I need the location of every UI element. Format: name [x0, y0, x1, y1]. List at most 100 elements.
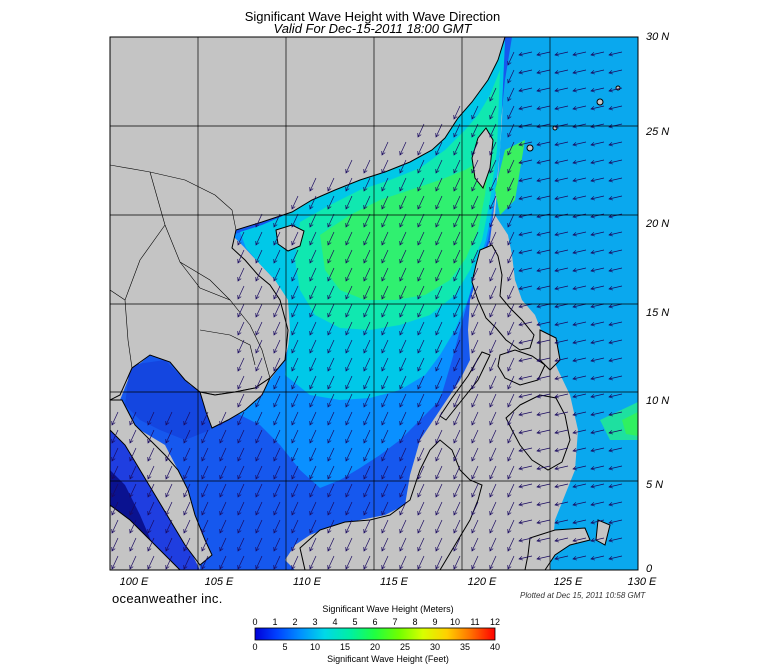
wave-direction-arrow	[309, 339, 317, 354]
wave-direction-arrow	[453, 447, 461, 462]
wave-direction-arrow	[273, 321, 281, 336]
wave-direction-arrow	[590, 69, 605, 75]
wave-direction-arrow	[291, 501, 299, 516]
wave-direction-arrow	[572, 393, 587, 399]
wave-direction-arrow	[219, 483, 227, 498]
wave-direction-arrow	[345, 483, 353, 498]
wave-direction-arrow	[363, 303, 371, 318]
wave-direction-arrow	[399, 519, 407, 534]
colorbar-meter-label: 7	[392, 617, 398, 627]
wave-direction-arrow	[381, 339, 389, 354]
wave-direction-arrow	[536, 249, 551, 255]
wave-direction-arrow	[572, 501, 587, 507]
wave-direction-arrow	[309, 303, 317, 318]
wave-direction-arrow	[183, 537, 191, 552]
wave-direction-arrow	[572, 303, 587, 309]
wave-direction-arrow	[608, 159, 623, 165]
wave-direction-arrow	[417, 159, 425, 174]
wave-direction-arrow	[327, 321, 335, 336]
wave-direction-arrow	[435, 339, 443, 354]
wave-direction-arrow	[572, 177, 587, 183]
wave-direction-arrow	[489, 87, 497, 102]
wave-direction-arrow	[554, 105, 569, 111]
wave-direction-arrow	[435, 249, 443, 264]
wave-direction-arrow	[417, 501, 425, 516]
wave-direction-arrow	[471, 141, 479, 156]
wave-direction-arrow	[273, 213, 281, 228]
wave-direction-arrow	[237, 465, 245, 480]
wave-direction-arrow	[536, 537, 551, 543]
wave-direction-arrow	[518, 267, 533, 273]
wave-direction-arrow	[608, 465, 623, 471]
wave-direction-arrow	[590, 87, 605, 93]
wave-direction-arrow	[363, 393, 371, 408]
wave-direction-arrow	[536, 357, 551, 363]
wave-direction-arrow	[381, 321, 389, 336]
wave-direction-arrow	[590, 447, 605, 453]
country-borders	[110, 164, 271, 379]
wave-direction-arrow	[435, 231, 443, 246]
wave-direction-arrow	[273, 537, 281, 552]
wave-direction-arrow	[417, 141, 425, 156]
wave-direction-arrow	[255, 231, 263, 246]
wave-direction-arrow	[309, 555, 317, 570]
wave-direction-arrow	[273, 303, 281, 318]
wave-direction-arrow	[507, 159, 515, 174]
wave-direction-arrow	[507, 195, 515, 210]
wave-direction-arrow	[255, 357, 263, 372]
wave-direction-arrow	[489, 357, 497, 372]
wave-direction-arrow	[435, 411, 443, 426]
wave-direction-arrow	[201, 429, 209, 444]
wave-direction-arrow	[237, 249, 245, 264]
wave-direction-arrow	[363, 339, 371, 354]
mainland-china	[110, 37, 506, 401]
wave-direction-arrow	[572, 339, 587, 345]
wave-direction-arrow	[536, 429, 551, 435]
wave-direction-arrow	[453, 321, 461, 336]
wave-direction-arrow	[518, 501, 533, 507]
wave-direction-arrow	[554, 177, 569, 183]
wave-direction-arrow	[345, 447, 353, 462]
wave-direction-arrow	[309, 411, 317, 426]
wave-direction-arrow	[309, 177, 317, 192]
wave-direction-arrow	[237, 339, 245, 354]
wave-direction-arrow	[291, 519, 299, 534]
wave-direction-arrow	[417, 537, 425, 552]
wave-direction-arrow	[381, 555, 389, 570]
wave-direction-arrow	[507, 321, 515, 336]
wave-direction-arrow	[572, 249, 587, 255]
wave-direction-arrow	[255, 483, 263, 498]
wave-direction-arrow	[608, 339, 623, 345]
gulf-of-thailand	[125, 360, 215, 440]
wave-direction-arrow	[435, 393, 443, 408]
wave-direction-arrow	[309, 465, 317, 480]
wave-direction-arrow	[453, 339, 461, 354]
wave-direction-arrow	[489, 339, 497, 354]
colorbar-meter-label: 9	[432, 617, 438, 627]
wave-direction-arrow	[536, 321, 551, 327]
wave-direction-arrow	[327, 267, 335, 282]
wave-direction-arrow	[471, 519, 479, 534]
wave-direction-arrow	[518, 105, 533, 111]
wave-direction-arrow	[291, 393, 299, 408]
wave-direction-arrow	[309, 519, 317, 534]
wave-direction-arrow	[471, 483, 479, 498]
colorbar-meter-label: 8	[412, 617, 418, 627]
wave-direction-arrow	[327, 231, 335, 246]
wave-direction-arrow	[554, 51, 569, 57]
wave-direction-arrow	[489, 177, 497, 192]
wave-direction-arrow	[291, 429, 299, 444]
wave-direction-arrow	[507, 447, 515, 462]
wave-direction-arrow	[554, 267, 569, 273]
wave-direction-arrow	[363, 447, 371, 462]
wave-direction-arrow	[536, 375, 551, 381]
wave-direction-arrow	[507, 429, 515, 444]
wave-direction-arrow	[291, 483, 299, 498]
wave-direction-arrow	[507, 213, 515, 228]
wave-direction-arrow	[435, 447, 443, 462]
wave-direction-arrow	[255, 321, 263, 336]
wave-direction-arrow	[518, 51, 533, 57]
wave-direction-arrow	[399, 141, 407, 156]
wave-direction-arrow	[572, 321, 587, 327]
lon-label: 115 E	[380, 576, 408, 588]
